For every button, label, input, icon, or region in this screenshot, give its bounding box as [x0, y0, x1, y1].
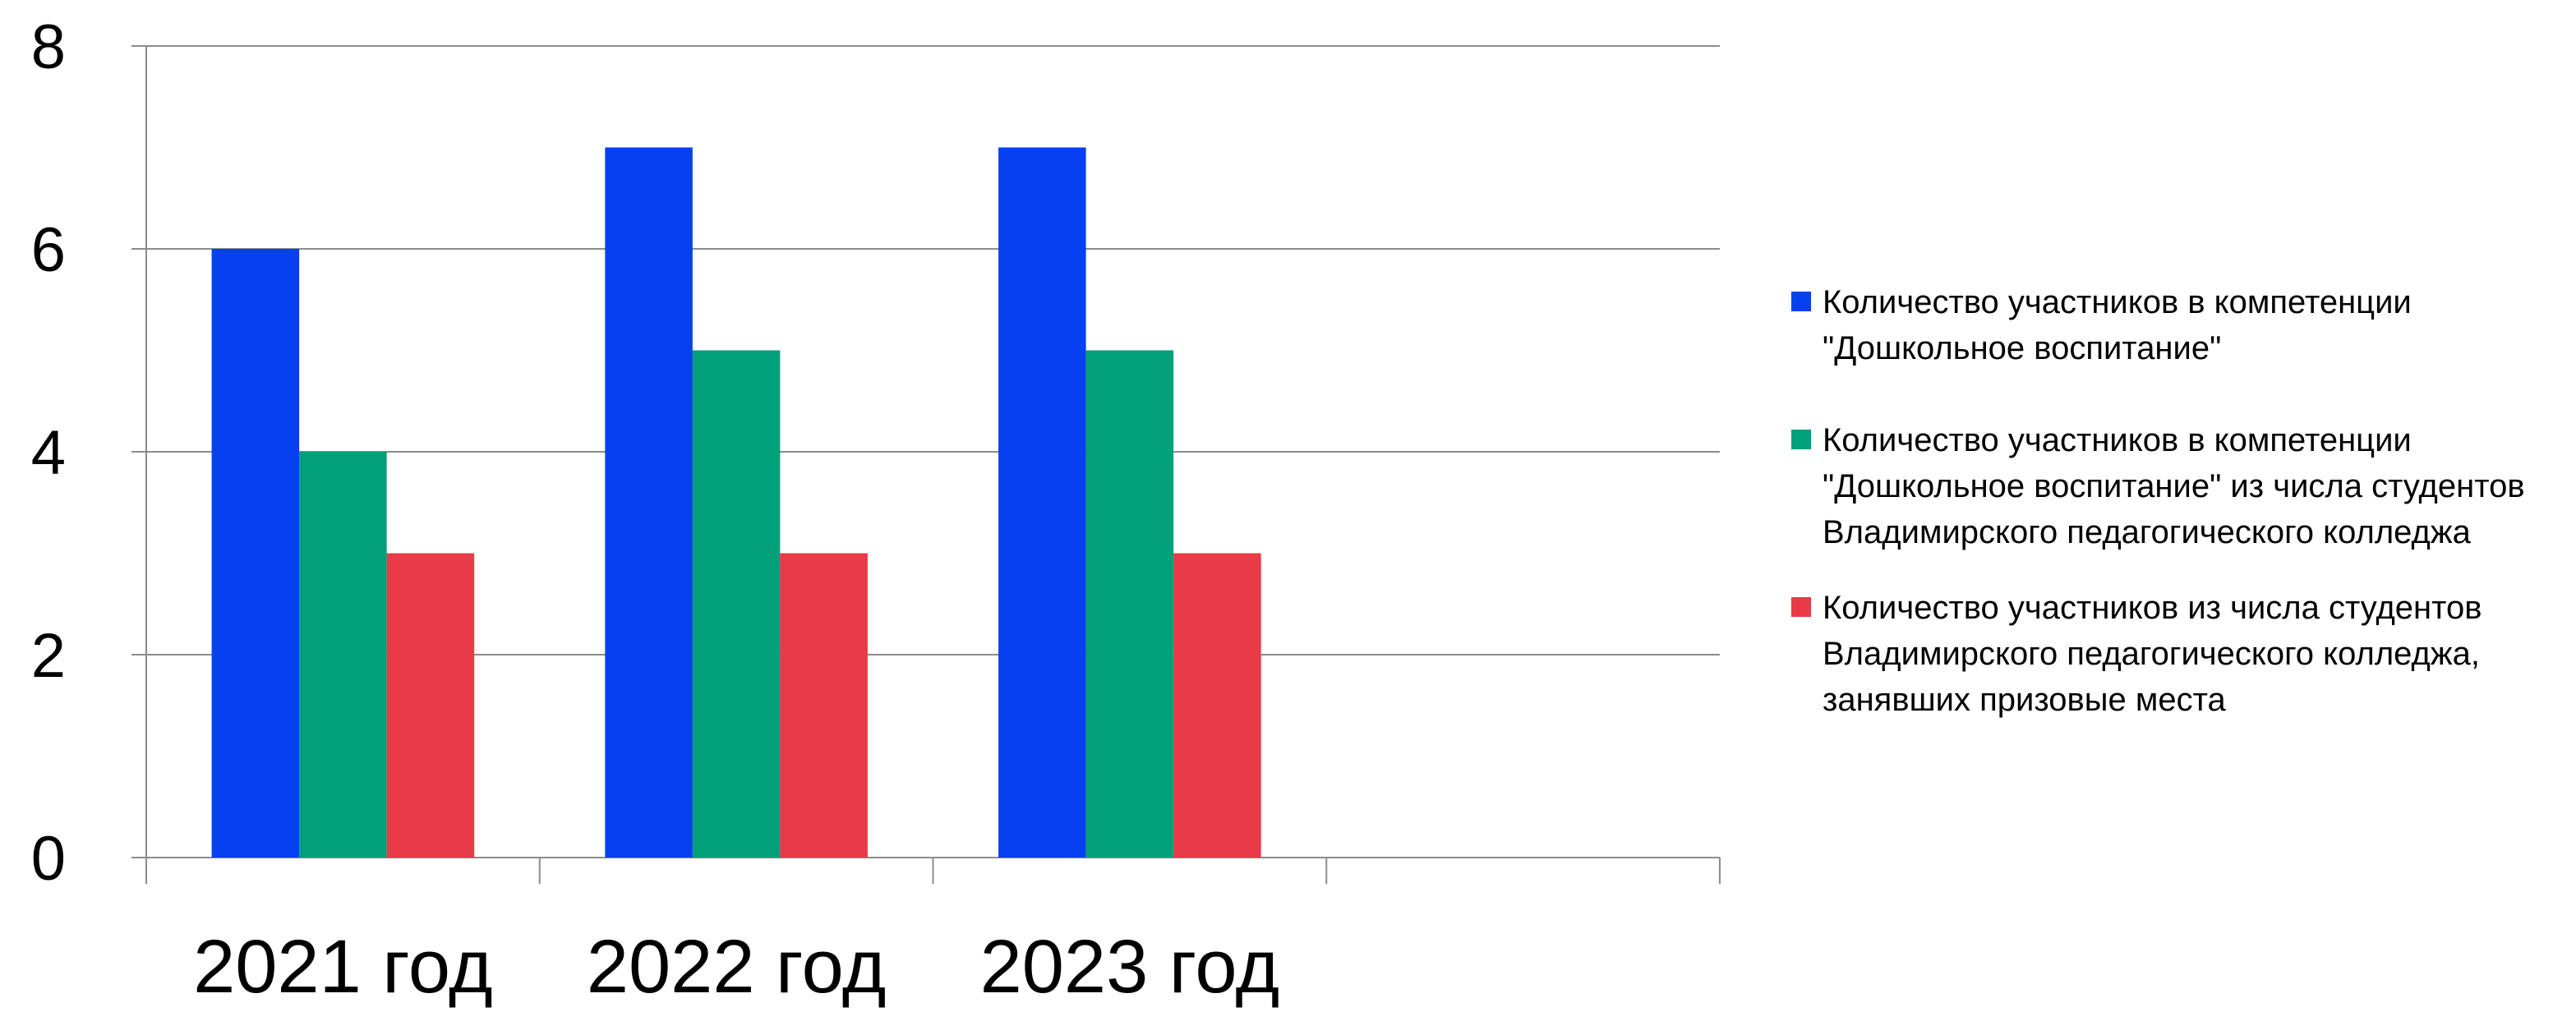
bar	[1173, 553, 1261, 858]
y-tick-label: 2	[31, 621, 66, 691]
x-tick-label: 2023 год	[980, 925, 1280, 1008]
y-tick-label: 6	[31, 215, 66, 285]
bar	[998, 147, 1086, 858]
tick-labels: 0 2 4 6 8 2021 год 2022 год 2023 год	[31, 12, 1280, 1009]
legend-swatch-green	[1791, 430, 1811, 449]
legend-swatch-blue	[1791, 292, 1811, 311]
x-tick-label: 2021 год	[193, 925, 493, 1008]
legend-label: Количество участников из числа студентов…	[1823, 590, 2482, 718]
legend: Количество участников в компетенции "Дош…	[1791, 279, 2572, 769]
bar	[692, 350, 781, 858]
gridlines	[146, 45, 1720, 656]
legend-item-college-participants: Количество участников в компетенции "Дош…	[1791, 417, 2572, 555]
bar	[299, 452, 387, 858]
legend-label: Количество участников в компетенции "Дош…	[1823, 284, 2412, 366]
y-tick-label: 4	[31, 418, 66, 488]
bar	[1085, 350, 1174, 858]
bar	[605, 147, 693, 858]
bar	[386, 553, 475, 858]
legend-label: Количество участников в компетенции "Дош…	[1823, 422, 2525, 550]
legend-swatch-red	[1791, 597, 1811, 617]
y-tick-label: 8	[31, 12, 66, 82]
x-tick-label: 2022 год	[587, 925, 887, 1008]
y-tick-label: 0	[31, 824, 66, 894]
legend-item-prize-winners: Количество участников из числа студентов…	[1791, 585, 2572, 723]
bar	[780, 553, 868, 858]
legend-item-participants: Количество участников в компетенции "Дош…	[1791, 279, 2572, 371]
bar	[211, 249, 300, 858]
bars	[211, 147, 1261, 858]
